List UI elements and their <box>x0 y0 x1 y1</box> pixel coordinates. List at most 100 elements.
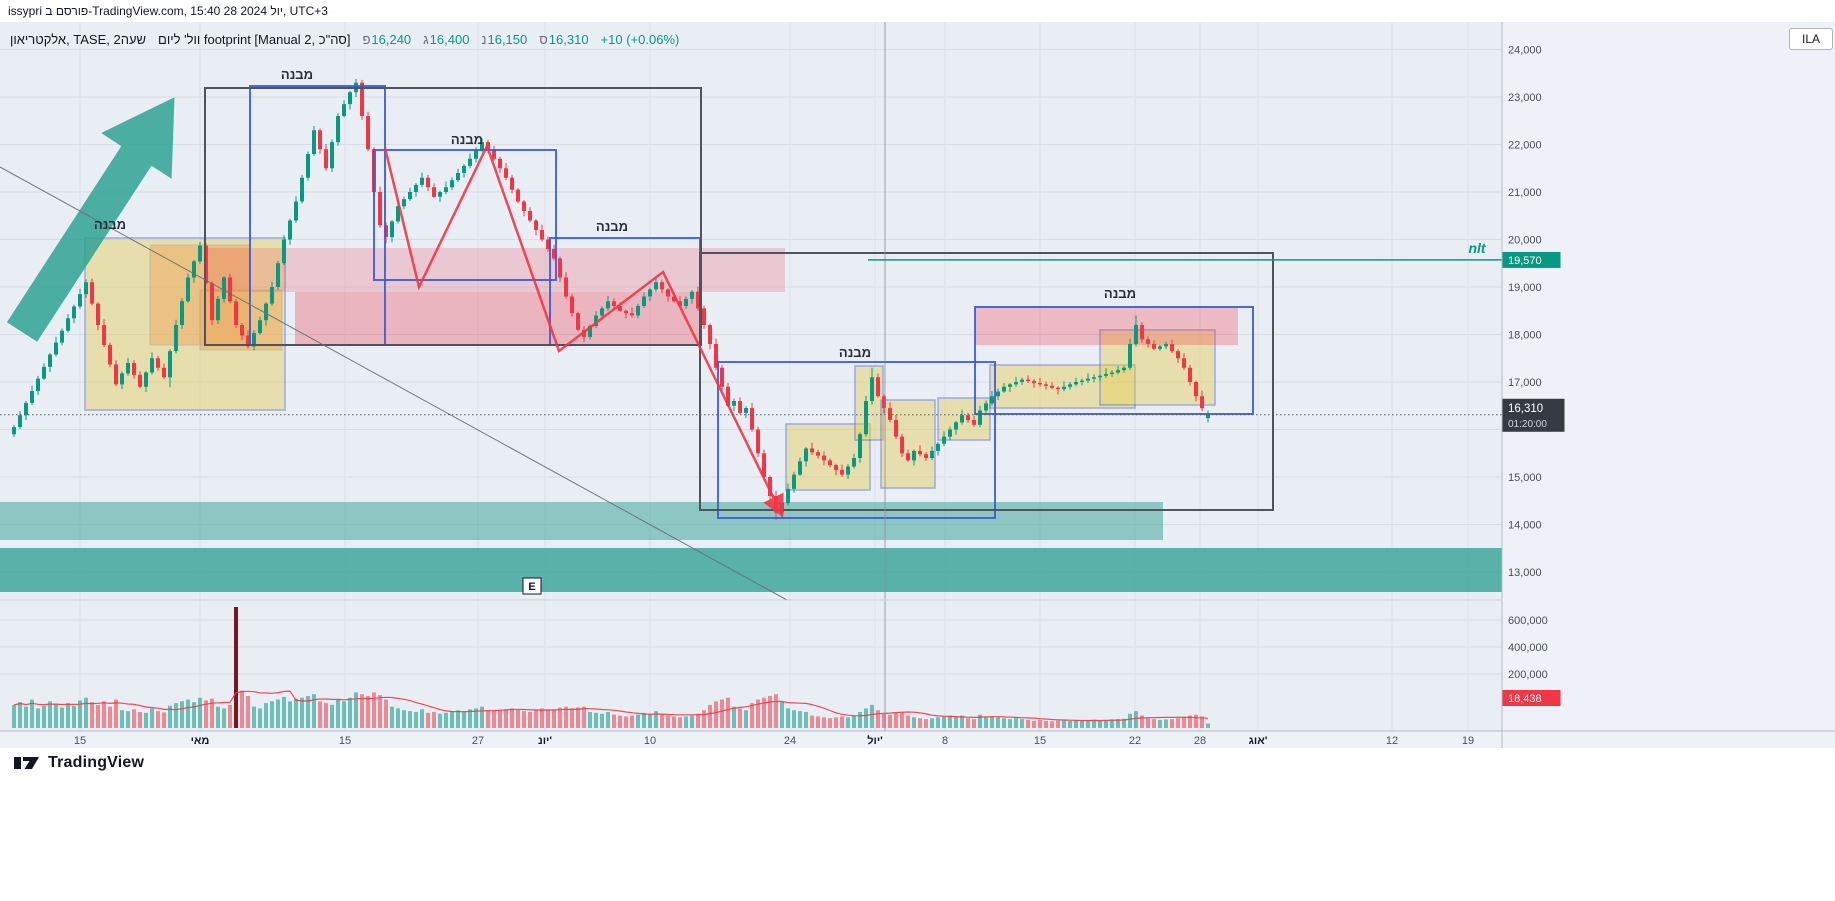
volume-bar <box>714 701 718 728</box>
teal-zone[interactable] <box>0 502 1163 540</box>
last-price-badge <box>1502 398 1565 432</box>
trendline[interactable] <box>0 166 788 601</box>
teal-zone[interactable] <box>0 548 1502 592</box>
volume-bar <box>1122 718 1126 728</box>
time-axis-label[interactable]: 8 <box>942 735 948 747</box>
volume-bar <box>804 711 808 728</box>
time-axis-label[interactable]: 22 <box>1129 735 1141 747</box>
time-axis-label[interactable]: מאי <box>191 735 210 747</box>
volume-bar <box>528 711 532 728</box>
price-axis-background[interactable] <box>1502 22 1835 731</box>
drawing-labels-layer[interactable]: מבנה מבנה מבנה מבנה מבנה מבנה nlt E <box>94 67 1487 595</box>
structure-label[interactable]: מבנה <box>839 345 871 360</box>
candle <box>72 306 76 319</box>
volume-pane[interactable] <box>12 607 1210 728</box>
candle <box>408 192 412 200</box>
candle <box>732 401 736 406</box>
candle <box>1062 386 1066 390</box>
gray-structure-box[interactable] <box>204 87 702 346</box>
time-axis-label[interactable]: 19 <box>1462 735 1474 747</box>
yellow-structure-box[interactable] <box>854 365 884 441</box>
yellow-structure-box[interactable] <box>785 423 871 491</box>
candle <box>864 401 868 435</box>
gray-structure-box[interactable] <box>699 252 1274 511</box>
red-zigzag-arrow[interactable] <box>383 142 784 518</box>
pink-supply-zone[interactable] <box>295 292 700 345</box>
blue-structure-box[interactable] <box>717 361 996 519</box>
candle <box>366 116 370 150</box>
volume-bar <box>312 694 316 728</box>
time-axis-label[interactable]: 27 <box>472 735 484 747</box>
ray-text-label[interactable]: nlt <box>1468 240 1486 256</box>
tradingview-logo[interactable] <box>14 753 40 773</box>
candle <box>1206 414 1210 419</box>
volume-bar <box>600 713 604 728</box>
candle <box>984 403 988 411</box>
axes-layer[interactable]: 24,000 23,000 22,000 21,000 20,000 19,000 18,0… <box>0 22 1835 748</box>
candle <box>198 245 202 262</box>
volume-bar <box>1020 719 1024 728</box>
volume-bar <box>618 715 622 728</box>
time-axis-label[interactable]: יונ' <box>538 735 552 747</box>
time-axis-label[interactable]: 12 <box>1386 735 1398 747</box>
drawing-lines-layer[interactable] <box>0 22 1502 731</box>
time-axis-background[interactable] <box>0 731 1835 748</box>
time-axis-label[interactable]: 15 <box>1034 735 1046 747</box>
candle <box>318 130 322 150</box>
candle <box>1188 367 1192 382</box>
candle <box>348 92 352 105</box>
volume-bar <box>888 714 892 728</box>
pink-supply-zone[interactable] <box>205 248 785 292</box>
time-axis-label[interactable]: 24 <box>784 735 796 747</box>
blue-structure-box[interactable] <box>974 306 1254 415</box>
volume-bar <box>390 706 394 728</box>
structure-label[interactable]: מבנה <box>94 217 126 232</box>
volume-bar <box>228 704 232 728</box>
candle <box>516 189 520 202</box>
blue-structure-box[interactable] <box>373 149 557 281</box>
brand-name[interactable]: TradingView <box>48 754 145 771</box>
volume-bar <box>984 717 988 728</box>
pink-supply-zone[interactable] <box>975 307 1238 345</box>
volume-bar <box>186 699 190 728</box>
yellow-structure-box[interactable] <box>989 364 1136 409</box>
structure-label[interactable]: מבנה <box>596 219 628 234</box>
event-marker-box[interactable] <box>522 577 542 595</box>
volume-bar <box>726 697 730 728</box>
time-axis-label[interactable]: 28 <box>1194 735 1206 747</box>
candle <box>234 301 238 325</box>
candle <box>816 452 820 456</box>
currency-unit-button[interactable]: ILA <box>1789 28 1833 50</box>
big-trend-arrow[interactable] <box>6 97 175 342</box>
candle <box>954 422 958 430</box>
time-axis-label[interactable]: 15 <box>339 735 351 747</box>
chart-legend[interactable]: אלקטריאון, TASE, 2שעה וול' ליום footprin… <box>10 32 679 47</box>
time-axis-label[interactable]: אוג' <box>1249 735 1268 747</box>
volume-bar <box>576 707 580 728</box>
time-axis-label[interactable]: 15 <box>74 735 86 747</box>
candle <box>126 363 130 374</box>
candle <box>876 377 880 397</box>
time-axis-label[interactable]: יול' <box>867 734 883 747</box>
volume-bar <box>654 711 658 728</box>
volume-axis-label: 200,000 <box>1508 669 1548 681</box>
volume-bar <box>1092 719 1096 728</box>
structure-label[interactable]: מבנה <box>281 67 313 82</box>
volume-bar <box>738 708 742 728</box>
structure-label[interactable]: מבנה <box>451 132 483 147</box>
candle <box>588 325 592 337</box>
volume-bar <box>996 717 1000 728</box>
volume-bar <box>246 695 250 728</box>
drawing-zones-layer[interactable] <box>0 237 1502 592</box>
volume-bar <box>48 701 52 728</box>
time-axis-label[interactable]: 10 <box>644 735 656 747</box>
candle <box>18 415 22 428</box>
volume-bar <box>420 709 424 728</box>
drawing-boxes-layer[interactable] <box>204 85 1274 519</box>
price-axis-label: 24,000 <box>1508 45 1542 57</box>
volume-bar <box>906 715 910 728</box>
symbol-title[interactable]: אלקטריאון, TASE, 2שעה <box>10 32 147 47</box>
structure-label[interactable]: מבנה <box>1104 286 1136 301</box>
study-title[interactable]: וול' ליום footprint [Manual 2, סה"כ] <box>158 32 351 47</box>
